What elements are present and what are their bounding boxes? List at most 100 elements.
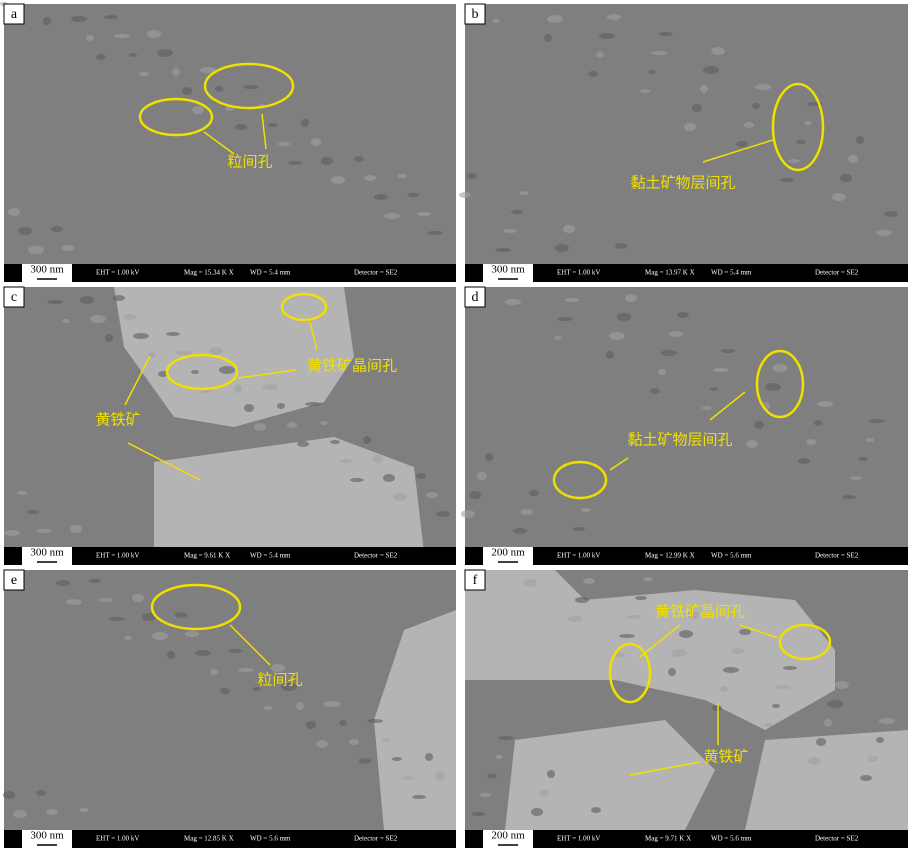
texture xyxy=(866,438,874,442)
info-mag: Mag = 13.97 K X xyxy=(645,269,695,277)
texture xyxy=(860,775,872,781)
texture xyxy=(105,334,113,342)
micrograph xyxy=(465,4,908,282)
texture xyxy=(796,140,806,144)
texture xyxy=(305,402,321,406)
texture xyxy=(808,757,820,765)
texture xyxy=(817,401,833,407)
texture xyxy=(780,178,794,182)
panel-letter: f xyxy=(473,573,478,588)
annotation-label: 黄铁矿晶间孔 xyxy=(307,357,397,375)
texture xyxy=(79,808,89,812)
panel-letter: a xyxy=(11,7,18,22)
texture xyxy=(152,632,168,640)
texture xyxy=(215,86,223,92)
texture xyxy=(554,336,562,340)
texture xyxy=(684,123,696,131)
texture xyxy=(661,350,677,356)
texture xyxy=(615,243,627,249)
texture xyxy=(555,244,569,252)
texture xyxy=(765,383,781,391)
texture xyxy=(37,529,51,533)
texture xyxy=(671,649,687,657)
texture xyxy=(609,332,625,340)
sem-panel: 黏土矿物层间孔b300 nmEHT = 1.00 kVMag = 13.97 K… xyxy=(459,4,908,282)
texture xyxy=(129,53,137,57)
texture xyxy=(416,473,426,479)
texture xyxy=(511,210,523,214)
texture xyxy=(764,723,774,727)
texture xyxy=(425,753,433,761)
texture xyxy=(505,299,521,305)
texture xyxy=(721,349,735,353)
texture xyxy=(858,457,868,461)
texture xyxy=(588,71,598,77)
texture xyxy=(340,459,352,463)
info-eht: EHT = 1.00 kV xyxy=(557,552,600,560)
micrograph xyxy=(4,4,456,282)
annotation-label: 黄铁矿 xyxy=(95,411,140,429)
texture xyxy=(884,211,898,217)
texture xyxy=(4,530,20,536)
texture xyxy=(692,104,702,112)
texture xyxy=(238,668,254,672)
texture xyxy=(364,175,376,181)
texture xyxy=(485,453,493,461)
texture xyxy=(114,34,130,38)
texture xyxy=(471,812,485,816)
texture xyxy=(277,403,285,409)
info-detector: Detector = SE2 xyxy=(354,269,398,277)
sem-panel: 黏土矿物层间孔d200 nmEHT = 1.00 kVMag = 12.99 K… xyxy=(461,287,908,565)
texture xyxy=(262,384,278,390)
info-wd: WD = 5.4 mm xyxy=(250,552,291,560)
texture xyxy=(62,319,70,323)
texture xyxy=(712,705,722,711)
texture xyxy=(109,617,125,621)
texture xyxy=(182,87,192,95)
info-mag: Mag = 9.61 K X xyxy=(184,552,230,560)
info-detector: Detector = SE2 xyxy=(815,835,859,843)
texture xyxy=(219,366,235,374)
texture xyxy=(752,103,760,109)
texture xyxy=(640,89,650,93)
texture xyxy=(596,52,604,58)
texture xyxy=(133,333,149,339)
texture xyxy=(311,138,321,146)
texture xyxy=(495,248,511,252)
texture xyxy=(80,296,94,304)
texture xyxy=(86,35,94,41)
texture xyxy=(876,737,884,743)
info-wd: WD = 5.6 mm xyxy=(711,552,752,560)
info-mag: Mag = 15.34 K X xyxy=(184,269,234,277)
panel-letter: b xyxy=(472,7,479,22)
texture xyxy=(175,612,187,618)
texture xyxy=(848,155,858,163)
texture xyxy=(296,702,304,710)
texture xyxy=(13,810,27,818)
texture xyxy=(397,174,407,178)
info-detector: Detector = SE2 xyxy=(815,269,859,277)
texture xyxy=(658,369,666,375)
texture xyxy=(869,419,885,423)
texture xyxy=(306,721,316,729)
texture xyxy=(132,594,144,602)
texture xyxy=(417,212,431,216)
texture xyxy=(459,192,471,198)
texture xyxy=(297,441,309,447)
texture xyxy=(167,651,175,659)
texture xyxy=(195,650,211,656)
texture xyxy=(402,776,414,780)
texture xyxy=(495,755,503,759)
figure: 粒间孔 a 300 nm EHT = 1.00 kV Mag = 15.34 K X WD… xyxy=(0,0,910,849)
scale-label: 300 nm xyxy=(491,264,525,276)
texture xyxy=(367,719,383,723)
texture xyxy=(723,667,739,673)
annotation-label: 粒间孔 xyxy=(257,671,302,689)
texture xyxy=(563,225,575,233)
texture xyxy=(228,649,242,653)
texture xyxy=(243,85,259,89)
sem-panel: 黄铁矿晶间孔黄铁矿f200 nmEHT = 1.00 kVMag = 9.71 … xyxy=(465,570,908,848)
texture xyxy=(96,54,106,60)
